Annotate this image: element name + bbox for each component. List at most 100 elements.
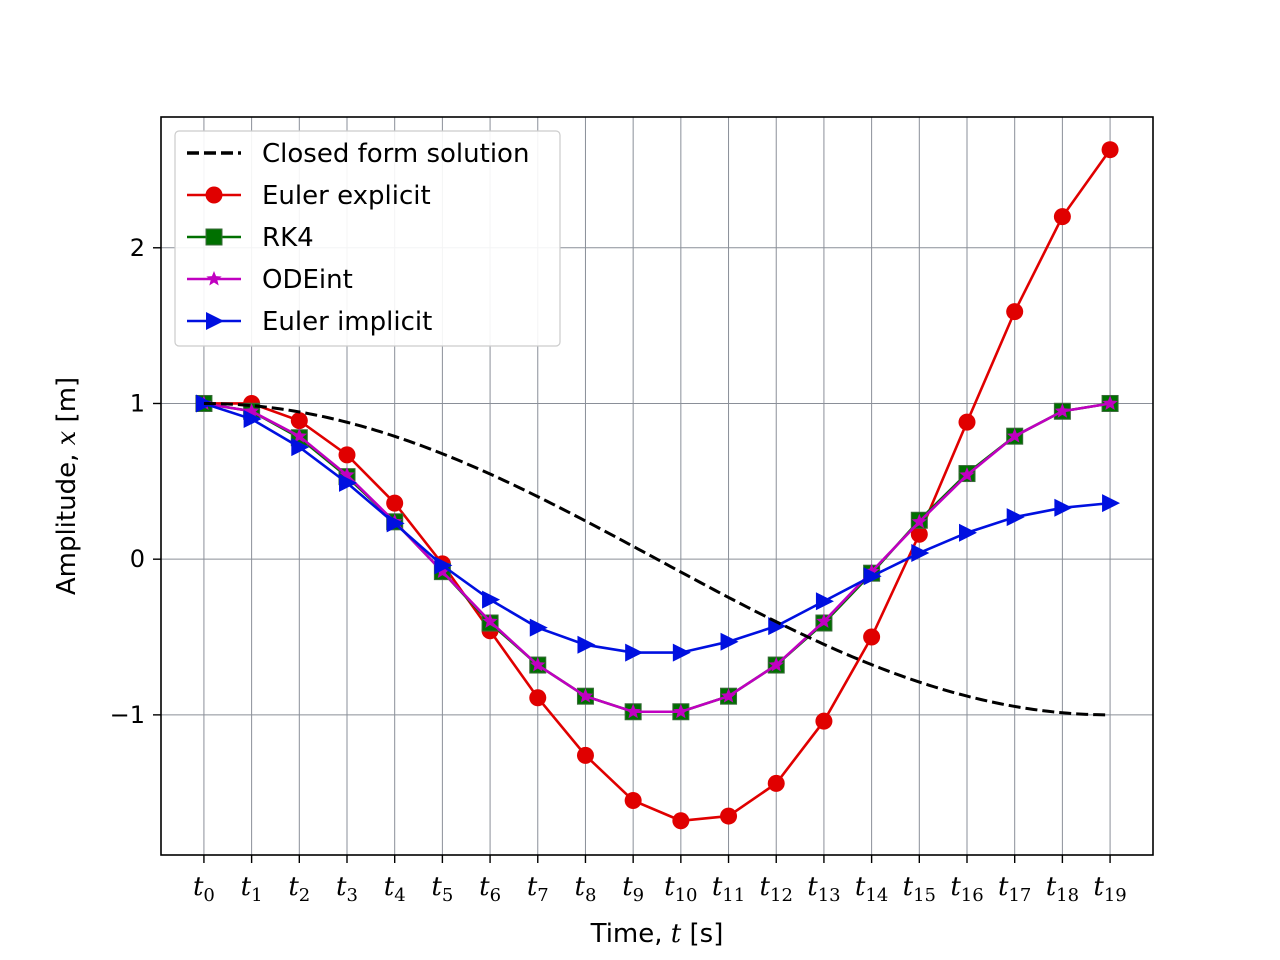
data-point-euler-implicit xyxy=(1102,494,1121,513)
data-point-euler-explicit xyxy=(863,628,881,646)
y-axis-label-prefix: Amplitude, xyxy=(52,445,82,595)
legend-item-euler-implicit: Euler implicit xyxy=(187,307,432,337)
data-point-euler-explicit xyxy=(1101,141,1119,159)
data-point-euler-implicit xyxy=(243,410,262,429)
x-tick-label: t1 xyxy=(241,872,263,906)
legend-item-closed-form-solution: Closed form solution xyxy=(187,139,529,169)
y-axis-label-suffix: [m] xyxy=(52,377,82,431)
series-euler-explicit xyxy=(195,141,1119,830)
x-tick-label: t10 xyxy=(664,872,697,906)
data-point-euler-explicit xyxy=(386,494,404,512)
legend-item-odeint: ODEint xyxy=(187,265,353,295)
legend-marker xyxy=(205,228,223,246)
x-tick-label: t3 xyxy=(336,872,358,906)
data-point-odeint xyxy=(1054,403,1070,418)
legend-label: Euler explicit xyxy=(262,181,431,211)
plot-frame xyxy=(160,116,1154,856)
x-tick-label: t14 xyxy=(855,872,888,906)
data-point-euler-explicit xyxy=(338,446,356,464)
x-tick-label: t16 xyxy=(950,872,983,906)
x-tick-label: t15 xyxy=(903,872,936,906)
series-line-euler-explicit xyxy=(203,148,1112,823)
data-point-euler-implicit xyxy=(815,592,834,611)
data-point-odeint xyxy=(959,467,975,482)
data-point-odeint xyxy=(1007,428,1023,443)
data-point-euler-explicit xyxy=(720,807,738,825)
x-tick-label: t8 xyxy=(575,872,597,906)
x-axis-label-prefix: Time, xyxy=(590,919,671,949)
series-line-closed-form-solution xyxy=(203,401,1111,717)
y-tick-label: 1 xyxy=(130,389,145,417)
data-point-euler-explicit xyxy=(815,712,833,730)
legend-label: Euler implicit xyxy=(262,307,432,337)
data-point-euler-implicit xyxy=(672,643,691,662)
legend-label: Closed form solution xyxy=(262,139,529,169)
y-axis-label: Amplitude, x [m] xyxy=(52,377,82,595)
data-point-odeint xyxy=(577,688,594,703)
data-point-odeint xyxy=(244,403,260,418)
x-tick-label: t19 xyxy=(1093,872,1126,906)
y-tick-label: 2 xyxy=(130,234,145,262)
legend-label: RK4 xyxy=(262,223,314,253)
data-point-odeint xyxy=(720,688,737,703)
data-point-euler-implicit xyxy=(386,514,405,533)
legend-marker xyxy=(205,186,223,204)
x-tick-label: t18 xyxy=(1046,872,1079,906)
data-point-odeint xyxy=(482,613,498,628)
data-point-odeint xyxy=(911,513,927,529)
x-tick-label: t17 xyxy=(998,872,1031,906)
data-point-euler-implicit xyxy=(291,438,310,457)
data-point-odeint xyxy=(339,467,355,482)
data-point-euler-explicit xyxy=(958,413,976,431)
data-point-euler-explicit xyxy=(1006,303,1024,321)
legend: Closed form solution Euler explicit RK4 ODE… xyxy=(174,130,561,347)
data-point-odeint xyxy=(1102,395,1118,410)
data-point-euler-explicit xyxy=(767,774,785,792)
x-tick-label: t4 xyxy=(384,872,406,906)
x-tick-label: t12 xyxy=(760,872,793,906)
data-point-euler-implicit xyxy=(863,567,882,586)
legend-marker xyxy=(206,312,224,330)
data-point-euler-implicit xyxy=(577,635,596,654)
data-point-odeint xyxy=(864,563,880,579)
plot-series xyxy=(195,141,1121,830)
data-point-euler-implicit xyxy=(959,523,977,542)
x-axis-label-suffix: [s] xyxy=(681,919,723,949)
y-tick-label: −1 xyxy=(110,701,145,729)
data-point-euler-implicit xyxy=(529,618,548,637)
legend-item-euler-explicit: Euler explicit xyxy=(187,181,431,211)
data-point-euler-explicit xyxy=(290,412,308,430)
x-tick-label: t11 xyxy=(712,872,745,906)
data-point-odeint xyxy=(768,657,784,672)
series-euler-implicit xyxy=(195,394,1121,662)
legend-label: ODEint xyxy=(262,265,353,295)
data-point-euler-implicit xyxy=(1054,498,1073,517)
x-tick-label: t2 xyxy=(288,872,310,906)
data-point-euler-implicit xyxy=(1006,508,1025,527)
data-point-euler-explicit xyxy=(624,792,642,810)
data-point-odeint xyxy=(434,563,450,579)
series-line-euler-implicit xyxy=(203,402,1111,654)
data-point-euler-explicit xyxy=(529,689,547,707)
x-tick-label: t9 xyxy=(622,872,644,906)
data-point-euler-implicit xyxy=(482,590,501,609)
data-point-odeint xyxy=(816,613,832,628)
x-tick-label: t7 xyxy=(527,872,549,906)
data-point-euler-explicit xyxy=(910,525,928,543)
x-tick-label: t5 xyxy=(431,872,453,906)
data-point-odeint xyxy=(625,703,641,719)
legend-item-rk4: RK4 xyxy=(187,223,314,253)
x-tick-label: t13 xyxy=(807,872,840,906)
x-tick-label: t0 xyxy=(193,872,215,906)
legend-box xyxy=(174,130,561,347)
data-point-odeint xyxy=(673,703,689,719)
data-point-euler-explicit xyxy=(672,812,690,830)
data-point-odeint xyxy=(291,428,307,443)
data-point-odeint xyxy=(530,657,546,672)
series-odeint xyxy=(196,395,1118,719)
data-point-euler-implicit xyxy=(720,632,739,651)
data-point-euler-implicit xyxy=(911,543,930,562)
data-point-euler-implicit xyxy=(339,473,357,492)
x-tick-label: t6 xyxy=(479,872,501,906)
